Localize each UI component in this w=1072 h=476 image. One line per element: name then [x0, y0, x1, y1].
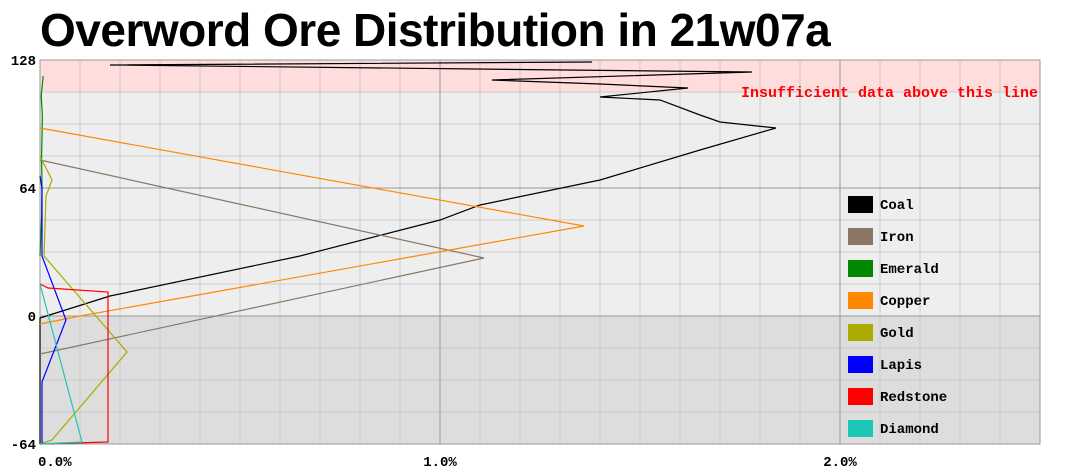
y-tick-label: 128	[11, 54, 36, 70]
legend-swatch-gold	[848, 324, 873, 341]
legend-label-copper: Copper	[880, 294, 930, 310]
legend-label-iron: Iron	[880, 230, 914, 246]
y-tick-label: 0	[28, 310, 36, 326]
insufficient-data-label: Insufficient data above this line	[741, 85, 1038, 102]
legend-swatch-lapis	[848, 356, 873, 373]
chart-title: Overword Ore Distribution in 21w07a	[40, 4, 831, 56]
legend-swatch-copper	[848, 292, 873, 309]
series-line-redstone	[39, 283, 109, 445]
legend-swatch-iron	[848, 228, 873, 245]
series-line-iron	[39, 159, 485, 355]
x-tick-label: 0.0%	[38, 455, 72, 471]
legend-label-lapis: Lapis	[880, 358, 922, 374]
legend-label-coal: Coal	[880, 198, 914, 214]
y-tick-label: 64	[19, 182, 36, 198]
legend-swatch-emerald	[848, 260, 873, 277]
legend-label-redstone: Redstone	[880, 390, 947, 406]
insufficient-data-region	[40, 60, 1040, 92]
legend-swatch-coal	[848, 196, 873, 213]
series-line-coal	[39, 61, 777, 444]
x-tick-label: 2.0%	[823, 455, 857, 471]
legend-label-emerald: Emerald	[880, 262, 939, 278]
series-line-copper	[39, 127, 585, 325]
series-line-gold	[39, 155, 128, 445]
x-tick-label: 1.0%	[423, 455, 457, 471]
legend-label-diamond: Diamond	[880, 422, 939, 438]
y-tick-label: -64	[11, 438, 36, 454]
legend-swatch-redstone	[848, 388, 873, 405]
legend-swatch-diamond	[848, 420, 873, 437]
series-line-lapis	[39, 175, 67, 444]
series-line-diamond	[39, 283, 83, 445]
legend-label-gold: Gold	[880, 326, 914, 342]
